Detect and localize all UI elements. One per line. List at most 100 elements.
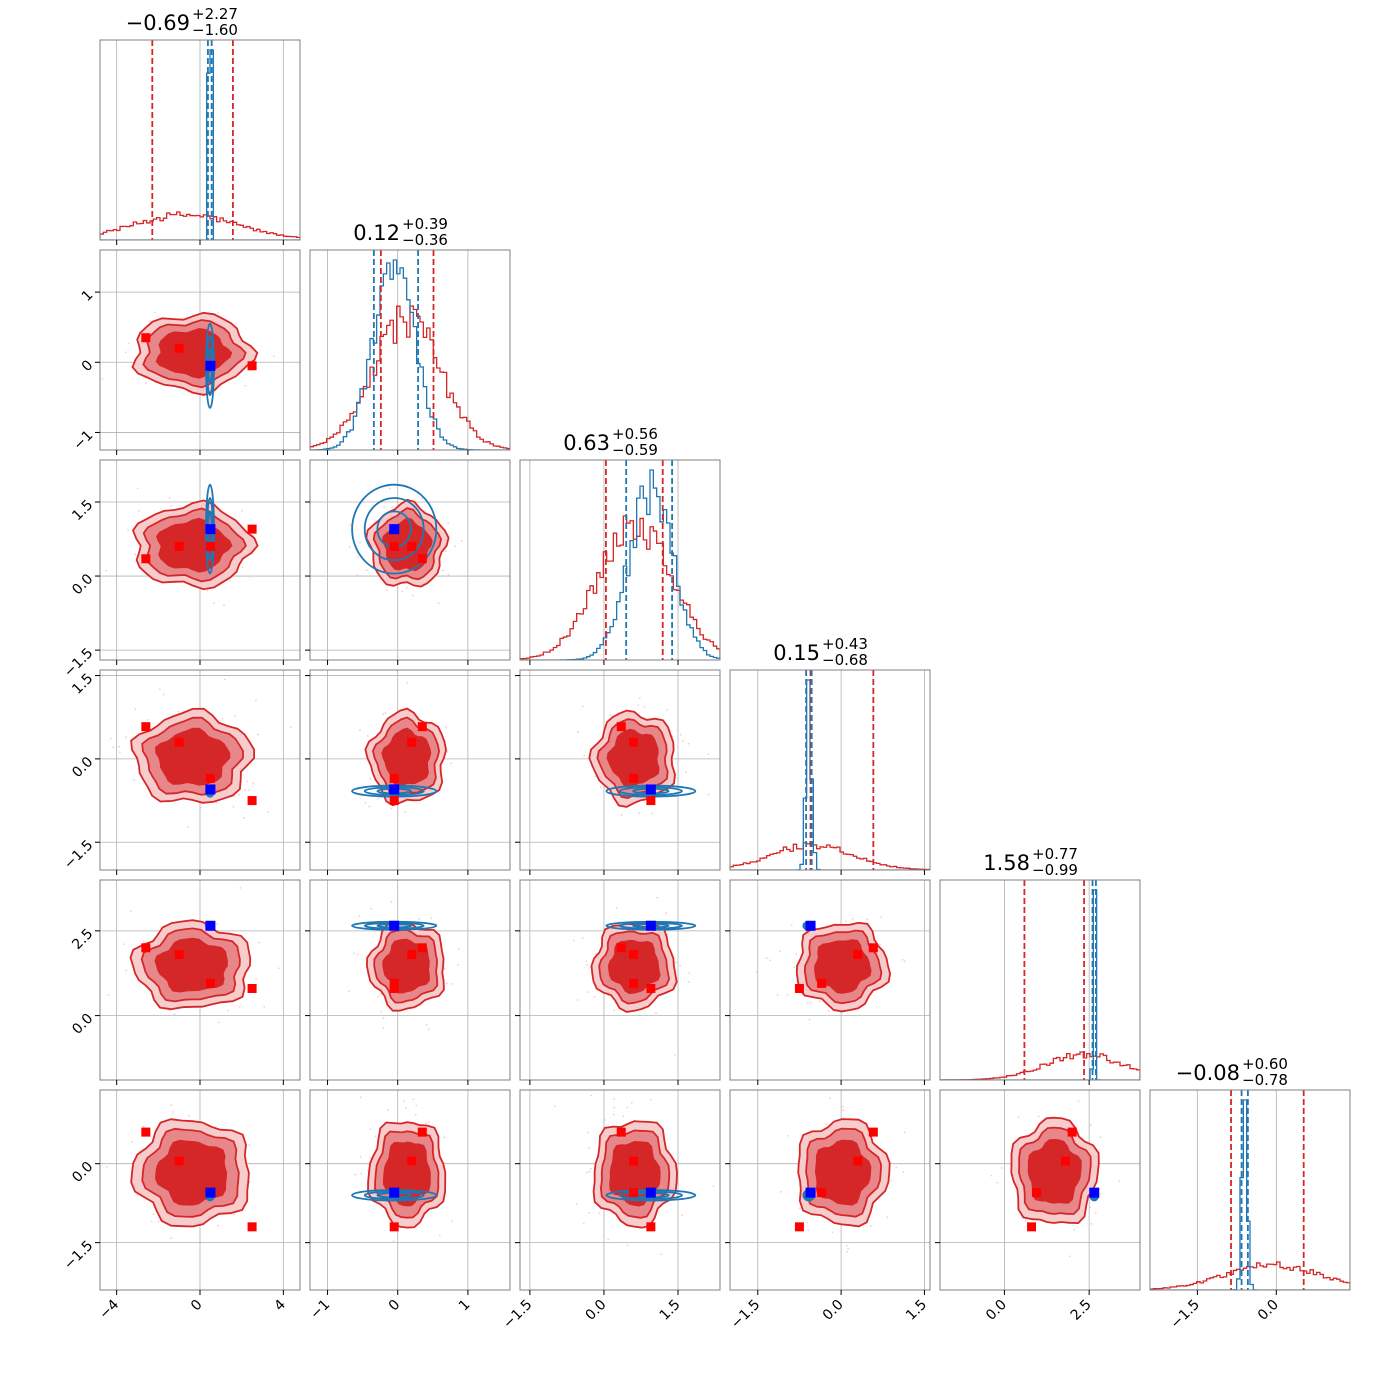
sample-point — [447, 573, 450, 576]
sample-point — [587, 991, 590, 994]
red-marker — [247, 524, 257, 534]
sample-point — [660, 1253, 663, 1256]
x-tick-label: 1.5 — [903, 1297, 930, 1324]
sample-point — [241, 566, 244, 569]
sample-point — [613, 1106, 616, 1109]
panel-frame — [309, 1089, 511, 1291]
sample-point — [779, 950, 781, 953]
sample-point — [352, 952, 355, 955]
red-marker — [389, 796, 399, 806]
sample-point — [451, 1220, 454, 1223]
sample-point — [588, 1170, 591, 1173]
panel-title-minus: −1.60 — [192, 21, 238, 39]
sample-point — [626, 1244, 629, 1247]
sample-point — [123, 943, 126, 946]
sample-point — [152, 1213, 155, 1216]
blue-marker — [805, 920, 816, 931]
sample-point — [1107, 1081, 1109, 1083]
x-tick-label: 4 — [271, 1297, 289, 1315]
sample-point — [831, 1231, 834, 1234]
sample-point — [572, 939, 575, 942]
red-marker — [629, 1188, 639, 1198]
blue-marker — [205, 360, 216, 371]
sample-point — [793, 966, 796, 969]
sample-point — [688, 972, 691, 975]
y-tick-label: −1.5 — [61, 645, 96, 680]
x-tick-label: −1 — [307, 1297, 333, 1323]
sample-point — [50, 363, 52, 365]
sample-point — [1099, 1136, 1102, 1139]
sample-point — [588, 1147, 590, 1150]
sample-point — [133, 778, 136, 781]
sample-point — [136, 487, 139, 490]
red-contour — [607, 939, 661, 995]
blue-histogram — [730, 679, 930, 870]
sample-point — [232, 1213, 235, 1216]
sample-point — [142, 1125, 145, 1128]
red-marker — [629, 737, 639, 747]
blue-marker — [389, 1187, 400, 1198]
red-marker — [407, 950, 417, 960]
sample-point — [825, 1123, 828, 1125]
blue-marker — [389, 524, 400, 535]
sample-point — [172, 1111, 174, 1113]
sample-point — [590, 1094, 593, 1097]
red-marker — [853, 950, 863, 960]
sample-point — [586, 964, 589, 966]
sample-point — [359, 729, 361, 732]
red-marker — [141, 554, 151, 564]
contour-panel-5-1: −1 0 1 — [305, 1089, 511, 1323]
sample-point — [780, 1190, 782, 1193]
sample-point — [358, 914, 361, 917]
sample-point — [227, 1009, 230, 1012]
sample-point — [170, 1104, 173, 1107]
sample-point — [177, 710, 180, 713]
sample-point — [599, 786, 602, 788]
sample-point — [613, 1009, 616, 1012]
sample-point — [154, 311, 156, 314]
contour-panel-4-0: 0.0 2.5 — [69, 879, 301, 1085]
sample-point — [365, 569, 368, 571]
sample-point — [415, 1104, 418, 1107]
x-tick-label: 0 — [188, 1297, 206, 1315]
sample-point — [216, 1224, 219, 1227]
sample-point — [125, 736, 128, 739]
sample-point — [119, 751, 121, 754]
x-tick-label: 1 — [456, 1297, 474, 1315]
x-tick-label: 0.0 — [820, 1297, 847, 1324]
sample-point — [386, 589, 389, 592]
sample-point — [790, 924, 793, 927]
red-marker — [868, 943, 878, 953]
sample-point — [404, 811, 407, 814]
sample-point — [447, 522, 450, 525]
sample-point — [357, 953, 359, 956]
sample-point — [149, 320, 151, 323]
y-tick-label: 0.0 — [69, 1011, 96, 1038]
sample-point — [676, 960, 679, 963]
sample-point — [688, 981, 690, 984]
panel-title-value: 0.15 — [773, 641, 820, 665]
sample-point — [901, 958, 904, 961]
sample-point — [613, 1098, 616, 1101]
red-marker — [407, 541, 417, 551]
red-marker — [389, 773, 399, 783]
sample-point — [851, 917, 854, 920]
sample-point — [1000, 1167, 1003, 1169]
red-marker — [407, 737, 417, 747]
sample-point — [118, 745, 121, 748]
sample-point — [368, 805, 371, 808]
panel-title-value: −0.69 — [126, 11, 190, 35]
panel-title-plus: +2.27 — [192, 5, 238, 23]
sample-point — [679, 964, 682, 967]
panel-title-minus: −0.99 — [1032, 861, 1078, 879]
sample-point — [244, 789, 246, 791]
sample-point — [383, 505, 385, 508]
sample-point — [430, 917, 433, 920]
red-contour — [606, 728, 660, 789]
sample-point — [638, 697, 641, 699]
sample-point — [405, 586, 408, 589]
sample-point — [248, 575, 251, 578]
red-marker — [794, 983, 804, 993]
sample-point — [134, 553, 136, 556]
red-marker — [1060, 1156, 1070, 1166]
